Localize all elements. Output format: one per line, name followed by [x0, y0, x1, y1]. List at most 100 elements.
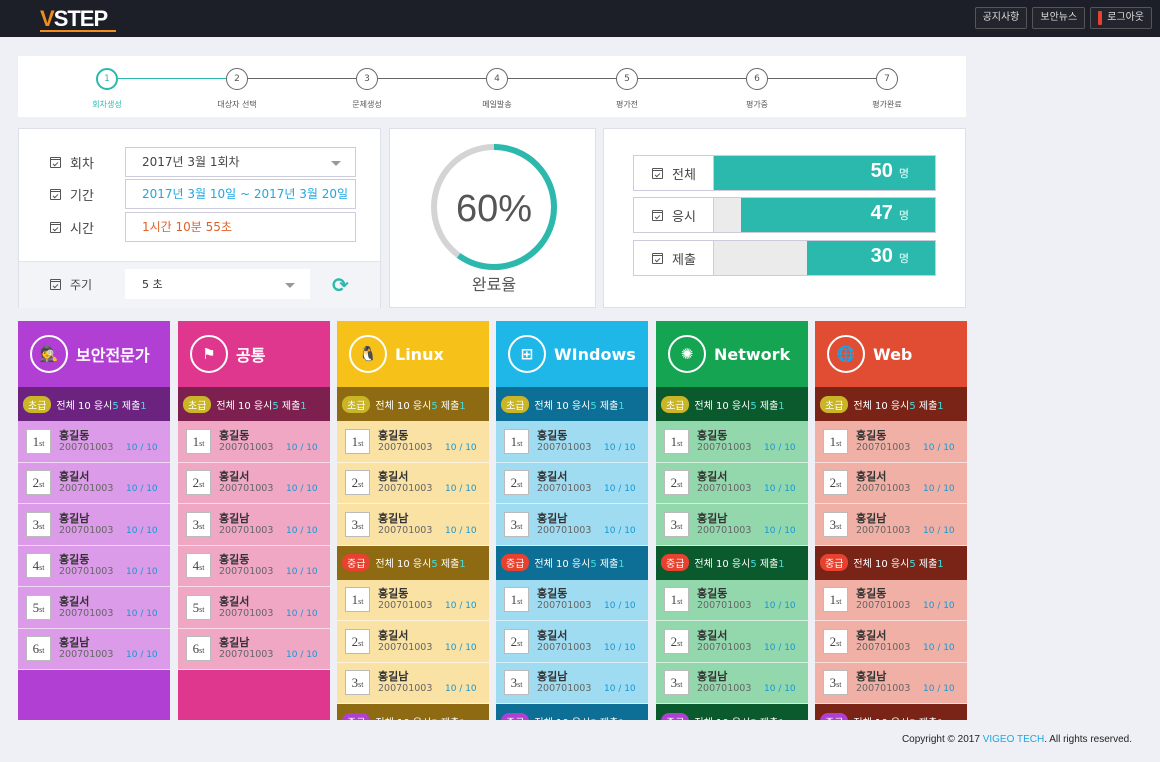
student-score: 10 / 10 — [604, 442, 636, 453]
student-id: 200701003 — [537, 641, 592, 653]
category-header[interactable]: ⊞ WIndows — [496, 321, 648, 387]
ranking-row[interactable]: 1st 홍길동 200701003 10 / 10 — [496, 579, 648, 621]
level-badge: 초급 — [501, 395, 530, 413]
ranking-row[interactable]: 6st 홍길남 200701003 10 / 10 — [178, 628, 330, 670]
ranking-row[interactable]: 3st 홍길남 200701003 10 / 10 — [496, 504, 648, 546]
level-summary-row[interactable]: 초급 전체 10 응시5 제출1 — [815, 387, 967, 421]
category-header[interactable]: ✺ Network — [656, 321, 808, 387]
category-header[interactable]: 🕵 보안전문가 — [18, 321, 170, 387]
ranking-row[interactable]: 1st 홍길동 200701003 10 / 10 — [656, 579, 808, 621]
category-header[interactable]: 🐧 Linux — [337, 321, 489, 387]
level-summary-row[interactable]: 중급 전체 10 응시5 제출1 — [656, 545, 808, 580]
student-id: 200701003 — [856, 641, 911, 653]
vstep-logo[interactable]: VSTEP — [40, 6, 108, 31]
ranking-row[interactable]: 2st 홍길서 200701003 10 / 10 — [656, 462, 808, 504]
step-1-circle[interactable]: 1 — [96, 68, 118, 90]
ranking-row[interactable]: 6st 홍길남 200701003 10 / 10 — [18, 628, 170, 670]
ranking-row[interactable]: 3st 홍길남 200701003 10 / 10 — [337, 504, 489, 546]
level-summary-row[interactable]: 중급 전체 10 응시5 제출1 — [337, 545, 489, 580]
step-4-circle[interactable]: 4 — [486, 68, 508, 90]
level-summary-row[interactable]: 중급 전체 10 응시5 제출1 — [496, 704, 648, 720]
count-bar — [807, 241, 935, 275]
ranking-row[interactable]: 3st 홍길남 200701003 10 / 10 — [815, 504, 967, 546]
level-summary-row[interactable]: 초급 전체 10 응시5 제출1 — [496, 387, 648, 421]
top-bar: VSTEP 공지사항 보안뉴스 로그아웃 — [0, 0, 1160, 37]
ranking-row[interactable]: 3st 홍길남 200701003 10 / 10 — [337, 662, 489, 704]
level-summary-row[interactable]: 중급 전체 10 응시5 제출1 — [815, 545, 967, 580]
student-id: 200701003 — [537, 441, 592, 453]
student-score: 10 / 10 — [604, 601, 636, 611]
step-3-circle[interactable]: 3 — [356, 68, 378, 90]
level-stats: 전체 10 응시5 제출1 — [534, 714, 624, 721]
period-field[interactable]: 2017년 3월 10일 ~ 2017년 3월 20일 — [125, 179, 356, 209]
student-name: 홍길동 — [378, 587, 409, 601]
level-badge: 초급 — [661, 395, 690, 413]
level-summary-row[interactable]: 초급 전체 10 응시5 제출1 — [656, 387, 808, 421]
category-header[interactable]: ⚑ 공통 — [178, 321, 330, 387]
level-summary-row[interactable]: 중급 전체 10 응시5 제출1 — [656, 704, 808, 720]
category-card: ⚑ 공통 초급 전체 10 응시5 제출1 1st 홍길동 200701003 10 / 10… — [178, 321, 330, 720]
refresh-icon[interactable]: ⟳ — [332, 273, 349, 297]
ranking-row[interactable]: 3st 홍길남 200701003 10 / 10 — [815, 662, 967, 704]
student-id: 200701003 — [59, 566, 114, 578]
ranking-row[interactable]: 1st 홍길동 200701003 10 / 10 — [815, 421, 967, 463]
logout-button[interactable]: 로그아웃 — [1090, 7, 1152, 29]
level-stats: 전체 10 응시5 제출1 — [534, 400, 625, 412]
ranking-row[interactable]: 2st 홍길서 200701003 10 / 10 — [337, 621, 489, 663]
level-summary-row[interactable]: 중급 전체 10 응시5 제출1 — [337, 704, 489, 720]
student-id: 200701003 — [219, 483, 274, 495]
student-id: 200701003 — [697, 641, 752, 653]
ranking-row[interactable]: 2st 홍길서 200701003 10 / 10 — [337, 462, 489, 504]
logo-underline — [40, 30, 116, 32]
step-6-circle[interactable]: 6 — [746, 68, 768, 90]
ranking-row[interactable]: 5st 홍길서 200701003 10 / 10 — [18, 587, 170, 629]
ranking-row[interactable]: 2st 홍길서 200701003 10 / 10 — [815, 462, 967, 504]
security-news-button[interactable]: 보안뉴스 — [1032, 7, 1086, 29]
step-2-circle[interactable]: 2 — [226, 68, 248, 90]
ranking-row[interactable]: 2st 홍길서 200701003 10 / 10 — [18, 462, 170, 504]
ranking-row[interactable]: 2st 홍길서 200701003 10 / 10 — [815, 621, 967, 663]
step-7-circle[interactable]: 7 — [876, 68, 898, 90]
level-summary-row[interactable]: 중급 전체 10 응시5 제출1 — [496, 545, 648, 580]
ranking-row[interactable]: 3st 홍길남 200701003 10 / 10 — [656, 662, 808, 704]
logout-icon — [1098, 11, 1103, 25]
ranking-row[interactable]: 3st 홍길남 200701003 10 / 10 — [18, 504, 170, 546]
ranking-row[interactable]: 1st 홍길동 200701003 10 / 10 — [178, 421, 330, 463]
ranking-row[interactable]: 3st 홍길남 200701003 10 / 10 — [656, 504, 808, 546]
ranking-row[interactable]: 2st 홍길서 200701003 10 / 10 — [496, 462, 648, 504]
level-summary-row[interactable]: 초급 전체 10 응시5 제출1 — [18, 387, 170, 421]
level-stats: 전체 10 응시5 제출1 — [534, 559, 625, 570]
ranking-row[interactable]: 1st 홍길동 200701003 10 / 10 — [337, 421, 489, 463]
rank-box: 6st — [26, 636, 51, 662]
ranking-row[interactable]: 3st 홍길남 200701003 10 / 10 — [178, 504, 330, 546]
ranking-row[interactable]: 1st 홍길동 200701003 10 / 10 — [815, 579, 967, 621]
ranking-row[interactable]: 4st 홍길동 200701003 10 / 10 — [18, 545, 170, 587]
ranking-row[interactable]: 3st 홍길남 200701003 10 / 10 — [496, 662, 648, 704]
ranking-row[interactable]: 2st 홍길서 200701003 10 / 10 — [656, 621, 808, 663]
notice-button[interactable]: 공지사항 — [974, 7, 1028, 29]
student-name: 홍길남 — [856, 670, 887, 684]
ranking-row[interactable]: 1st 홍길동 200701003 10 / 10 — [18, 421, 170, 463]
ranking-row[interactable]: 1st 홍길동 200701003 10 / 10 — [656, 421, 808, 463]
level-summary-row[interactable]: 초급 전체 10 응시5 제출1 — [337, 387, 489, 421]
step-connector — [638, 78, 746, 79]
round-select[interactable]: 2017년 3월 1회차 — [125, 147, 356, 177]
step-connector — [118, 78, 226, 79]
ranking-row[interactable]: 5st 홍길서 200701003 10 / 10 — [178, 587, 330, 629]
level-summary-row[interactable]: 초급 전체 10 응시5 제출1 — [178, 387, 330, 421]
ranking-row[interactable]: 1st 홍길동 200701003 10 / 10 — [496, 421, 648, 463]
level-summary-row[interactable]: 중급 전체 10 응시5 제출1 — [815, 704, 967, 720]
student-name: 홍길동 — [856, 428, 887, 442]
calendar-check-icon — [50, 188, 61, 200]
category-title: 공통 — [236, 346, 266, 365]
ranking-row[interactable]: 4st 홍길동 200701003 10 / 10 — [178, 545, 330, 587]
ranking-row[interactable]: 2st 홍길서 200701003 10 / 10 — [178, 462, 330, 504]
student-name: 홍길동 — [59, 428, 90, 442]
ranking-row[interactable]: 2st 홍길서 200701003 10 / 10 — [496, 621, 648, 663]
ranking-row[interactable]: 1st 홍길동 200701003 10 / 10 — [337, 579, 489, 621]
category-header[interactable]: 🌐 Web — [815, 321, 967, 387]
step-5-circle[interactable]: 5 — [616, 68, 638, 90]
time-field[interactable]: 1시간 10분 55초 — [125, 212, 356, 242]
cycle-select[interactable]: 5 초 — [125, 269, 310, 299]
web-globe-icon: 🌐 — [827, 335, 865, 373]
